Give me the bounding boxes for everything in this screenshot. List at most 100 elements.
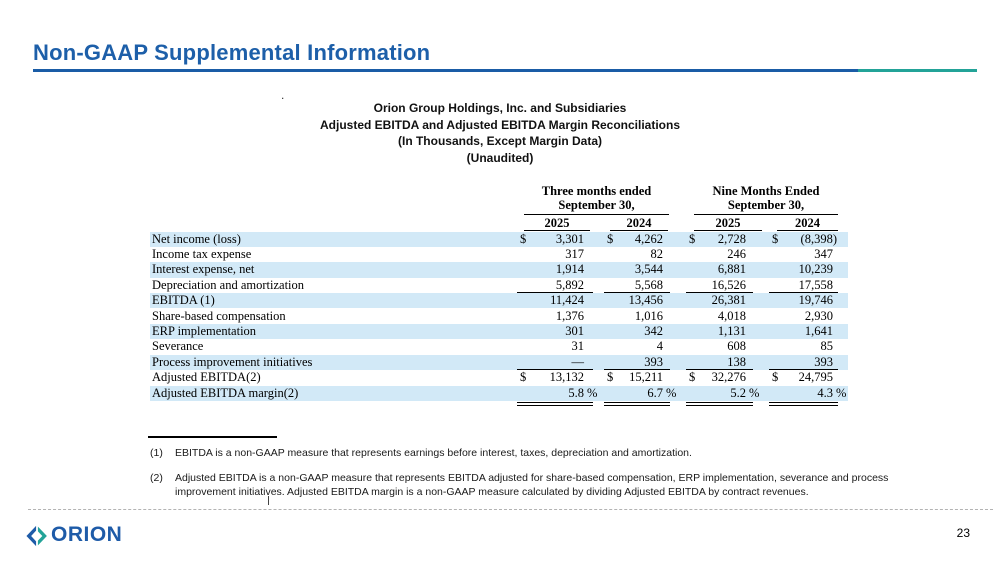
- row-label: Depreciation and amortization: [152, 277, 305, 292]
- column-total-rule: [769, 401, 838, 403]
- table-row: Adjusted EBITDA(2): [150, 370, 848, 385]
- cell-value: 1,376: [555, 308, 584, 323]
- cell-value: 6,881: [717, 262, 746, 277]
- cell-value: 85: [820, 339, 834, 354]
- cell-value: 3,301: [555, 231, 584, 246]
- cell-value: 16,526: [711, 277, 746, 292]
- cell-value: 15,211: [629, 370, 663, 385]
- cell-value: 5,892: [555, 277, 584, 292]
- cell-value: 5,568: [634, 277, 663, 292]
- cell-value: 1,016: [634, 308, 663, 323]
- caption-unaudited-line: (Unaudited): [466, 150, 534, 165]
- footnote-1-text: EBITDA is a non-GAAP measure that repres…: [175, 447, 692, 459]
- cell-value: 393: [814, 354, 833, 369]
- dollar-sign: $: [607, 231, 614, 246]
- column-group-header-line: Three months ended: [541, 184, 652, 198]
- column-total-rule: [686, 390, 753, 391]
- column-subtotal-rule: [517, 368, 593, 370]
- cell-value: 32,276: [711, 370, 746, 385]
- cell-value: 4.3: [817, 385, 833, 400]
- table-row: Adjusted EBITDA margin(2): [150, 385, 848, 401]
- dollar-sign: $: [520, 370, 527, 385]
- table-row: Process improvement initiatives: [150, 354, 848, 371]
- percent-sign: %: [836, 385, 847, 400]
- column-subtotal-rule: [604, 291, 670, 293]
- row-label: Share-based compensation: [152, 308, 286, 323]
- cell-value: 6.7: [647, 385, 663, 400]
- cell-value: 2,930: [804, 308, 833, 323]
- column-year-underline: [777, 230, 838, 231]
- cell-value: 1,914: [555, 262, 584, 277]
- cell-value: 3,544: [634, 262, 663, 277]
- column-year-header: 2025: [715, 216, 741, 230]
- footnote-2-line-1: Adjusted EBITDA is a non-GAAP measure th…: [175, 472, 889, 484]
- column-year-underline: [524, 230, 590, 231]
- dollar-sign: $: [689, 231, 696, 246]
- percent-sign: %: [587, 385, 598, 400]
- dollar-sign: $: [772, 370, 779, 385]
- column-total-rule: [604, 390, 670, 391]
- table-row: Interest expense, net: [150, 262, 848, 278]
- column-year-header: 2025: [544, 216, 570, 230]
- title-rule-blue-segment: [33, 69, 858, 72]
- cell-value: 13,132: [549, 370, 584, 385]
- column-total-rule: [769, 386, 838, 388]
- footnote-2-text: Adjusted EBITDA is a non-GAAP measure th…: [175, 472, 888, 499]
- table-row: Net income (loss): [150, 231, 848, 247]
- footnote-divider: [148, 436, 277, 438]
- row-label: EBITDA (1): [152, 293, 215, 308]
- footnote-1-marker: (1): [150, 447, 163, 459]
- column-group-header-line: September 30,: [558, 198, 635, 212]
- cell-value: 301: [565, 323, 584, 338]
- row-label: Process improvement initiatives: [152, 354, 313, 369]
- cell-value: 4: [656, 339, 663, 354]
- column-subtotal-rule: [517, 291, 593, 293]
- cell-value: 246: [727, 246, 746, 261]
- title-rule: [33, 69, 977, 72]
- footnote-2-line-2: improvement initiatives. Adjusted EBITDA…: [175, 485, 809, 498]
- dollar-sign: $: [520, 231, 527, 246]
- caption-units-line: (In Thousands, Except Margin Data): [397, 134, 603, 148]
- text-cursor: [268, 496, 269, 505]
- column-subtotal-rule: [686, 368, 753, 370]
- cell-value: 11,424: [550, 293, 584, 308]
- cell-value: 138: [727, 354, 746, 369]
- column-subtotal-rule: [604, 368, 670, 370]
- column-year-underline: [694, 230, 762, 231]
- footer-dashed-divider: [28, 509, 993, 510]
- column-subtotal-rule: [769, 368, 838, 370]
- column-total-rule: [517, 405, 593, 407]
- column-year-header: 2024: [626, 216, 652, 230]
- cell-value: 317: [565, 246, 584, 261]
- column-group-header-line: Nine Months Ended: [712, 184, 820, 198]
- column-group-header: Three months ended September 30,: [524, 184, 669, 212]
- column-total-rule: [517, 401, 593, 403]
- dollar-sign: $: [689, 370, 696, 385]
- table-row: Depreciation and amortization: [150, 278, 848, 293]
- cell-value: 1,641: [804, 323, 833, 338]
- page-title: Non-GAAP Supplemental Information: [33, 40, 431, 65]
- table-row: Share-based compensation: [150, 309, 848, 324]
- cell-value: —: [571, 354, 585, 369]
- row-label: Interest expense, net: [152, 262, 255, 277]
- column-group-underline: [694, 214, 838, 215]
- cell-value: 13,456: [628, 293, 663, 308]
- column-group-header: Nine Months Ended September 30,: [694, 184, 838, 212]
- column-total-rule: [686, 386, 753, 388]
- cell-value: 19,746: [798, 293, 833, 308]
- column-total-rule: [604, 386, 670, 388]
- column-group-underline: [524, 214, 669, 215]
- stray-dot: .: [281, 88, 285, 102]
- row-label: Severance: [152, 339, 204, 354]
- dollar-sign: $: [772, 231, 779, 246]
- table-row: ERP implementation: [150, 323, 848, 340]
- column-total-rule: [686, 405, 753, 407]
- caption-company-line: Orion Group Holdings, Inc. and Subsidiar…: [373, 101, 627, 115]
- cell-value: 5.8: [568, 385, 584, 400]
- cell-value: 26,381: [711, 293, 746, 308]
- column-total-rule: [517, 386, 593, 388]
- column-total-rule: [769, 405, 838, 407]
- row-label: ERP implementation: [152, 323, 257, 338]
- row-label: Adjusted EBITDA(2): [152, 370, 261, 385]
- cell-value: 10,239: [798, 262, 833, 277]
